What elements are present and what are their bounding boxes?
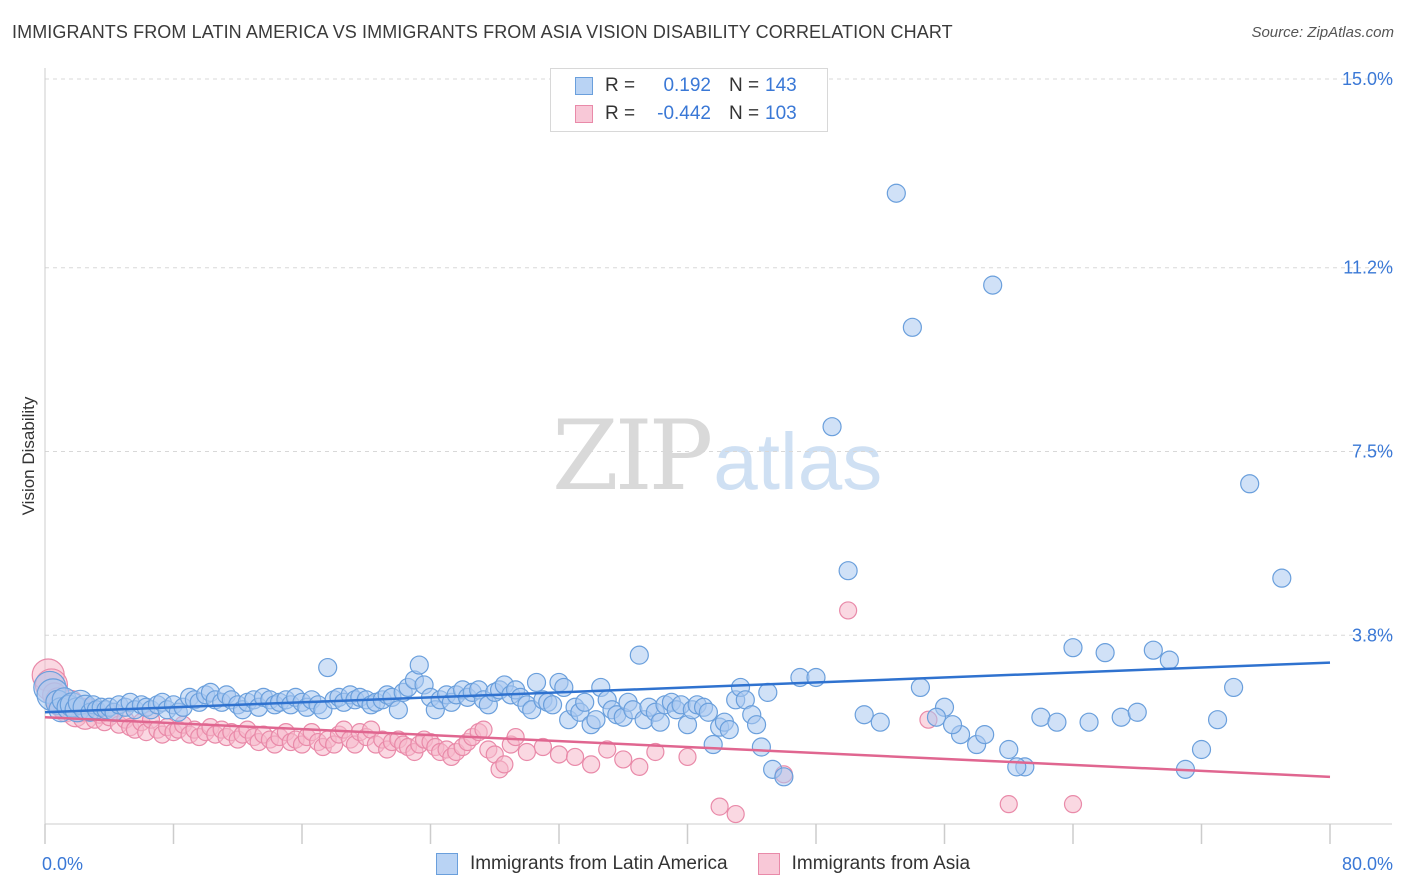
latin-america-point	[774, 767, 794, 787]
asia-point	[630, 757, 649, 776]
asia-point	[533, 737, 553, 757]
asia-point	[517, 742, 536, 762]
latin-america-point	[1095, 643, 1115, 663]
latin-america-point	[902, 317, 922, 337]
latin-america-point	[926, 707, 947, 727]
latin-america-point	[838, 561, 858, 581]
latin-america-point	[1240, 474, 1260, 494]
legend-row-latin-america: R = 0.192 N = 143	[575, 73, 797, 99]
latin-america-point	[1127, 702, 1147, 722]
asia-trend-line	[44, 715, 1331, 779]
latin-america-point	[698, 702, 718, 722]
latin-america-point	[542, 695, 563, 715]
latin-america-point	[975, 724, 995, 745]
latin-america-point	[1224, 677, 1244, 698]
asia-point	[614, 750, 633, 769]
latin-america-point	[719, 720, 739, 740]
latin-america-point	[886, 183, 906, 203]
legend-row-asia: R = -0.442 N = 103	[575, 101, 797, 127]
latin-america-point	[822, 417, 842, 437]
legend-r-value: -0.442	[657, 103, 711, 124]
y-tick-label-0: 3.8%	[1352, 625, 1393, 645]
latin-america-point	[1079, 712, 1099, 732]
asia-point	[598, 740, 617, 759]
legend-n-label: N =	[729, 103, 760, 124]
latin-america-point	[1207, 710, 1228, 730]
series-legend-asia: Immigrants from Asia	[757, 853, 971, 875]
latin-america-point	[318, 657, 338, 678]
legend-r-label: R =	[605, 75, 636, 96]
latin-america-point	[1272, 568, 1292, 588]
latin-america-point	[1063, 638, 1083, 658]
latin-america-point	[409, 655, 429, 675]
legend-n-value: 143	[765, 75, 797, 96]
asia-point	[646, 742, 665, 762]
latin-america-point	[758, 682, 778, 702]
latin-america-point	[751, 737, 771, 757]
asia-point	[565, 747, 585, 767]
y-axis-label: Vision Disability	[19, 396, 38, 515]
x-tick-label-max: 80.0%	[1342, 854, 1393, 874]
latin-america-point	[554, 677, 574, 698]
asia-point	[999, 795, 1018, 814]
legend-r-label: R =	[605, 103, 636, 124]
latin-america-point	[1111, 707, 1131, 727]
latin-america-trend-line	[44, 661, 1331, 714]
y-tick-label-2: 11.2%	[1343, 258, 1393, 278]
latin-america-point	[999, 739, 1019, 760]
latin-america-point	[910, 677, 931, 698]
legend-r-value: 0.192	[663, 75, 711, 96]
series-legend: Immigrants from Latin America Immigrants…	[0, 851, 1406, 877]
asia-point	[678, 747, 697, 767]
latin-america-point	[629, 645, 649, 665]
latin-america-point	[1191, 739, 1212, 760]
latin-america-point	[526, 672, 547, 693]
legend-box: R = 0.192 N = 143 R = -0.442 N = 103	[550, 68, 828, 132]
legend-n-label: N =	[729, 75, 760, 96]
asia-point	[495, 755, 514, 774]
latin-america-point	[586, 710, 606, 730]
asia-point	[506, 727, 525, 747]
latin-america-point	[388, 700, 408, 720]
y-tick-label-3: 15.0%	[1342, 69, 1393, 89]
latin-america-point	[746, 715, 767, 735]
latin-america-point	[703, 734, 723, 755]
latin-america-point	[1031, 707, 1051, 727]
latin-america-point	[983, 275, 1003, 295]
asia-point	[839, 601, 858, 620]
x-tick-label-min: 0.0%	[42, 854, 83, 874]
asia-point	[582, 755, 601, 774]
latin-america-point	[854, 705, 874, 725]
chart-title: IMMIGRANTS FROM LATIN AMERICA VS IMMIGRA…	[12, 22, 953, 42]
legend-swatch-pink	[575, 105, 593, 123]
latin-america-point	[650, 712, 670, 732]
latin-america-point	[1143, 640, 1163, 660]
latin-america-point	[942, 715, 963, 735]
asia-point	[474, 720, 493, 739]
legend-swatch-blue	[575, 77, 593, 95]
series-label-asia: Immigrants from Asia	[791, 853, 971, 874]
asia-point	[726, 804, 745, 824]
latin-america-point	[1159, 650, 1179, 670]
series-legend-latin-america: Immigrants from Latin America	[435, 853, 728, 875]
series-label-latin-america: Immigrants from Latin America	[469, 853, 728, 874]
latin-america-point	[1047, 712, 1067, 732]
series-swatch-blue	[435, 853, 458, 875]
asia-point	[1063, 795, 1083, 814]
chart-source: Source: ZipAtlas.com	[1251, 24, 1394, 41]
legend-n-value: 103	[765, 103, 797, 124]
series-swatch-pink	[757, 853, 780, 875]
y-tick-label-1: 7.5%	[1352, 442, 1393, 462]
latin-america-point	[1007, 757, 1027, 777]
latin-america-point	[575, 692, 595, 712]
asia-point	[549, 745, 569, 764]
asia-point	[710, 797, 729, 816]
latin-america-point	[870, 712, 890, 732]
